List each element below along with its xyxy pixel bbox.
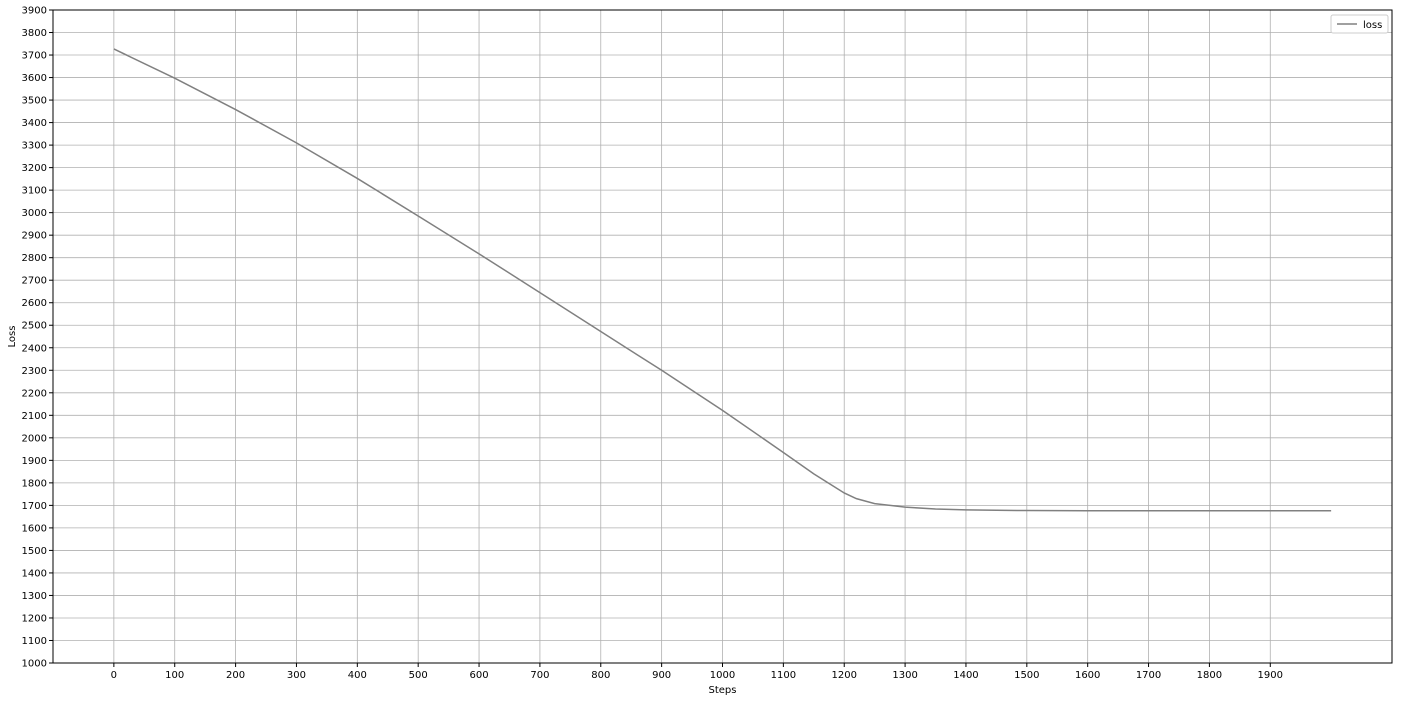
y-tick-label: 1900: [22, 456, 47, 467]
series-line-loss: [113, 48, 1332, 512]
y-ticks: 1000 1100 1200 1300 1400 1500 1600 1700 1800 1900…: [22, 6, 53, 670]
y-tick-label: 1500: [22, 546, 47, 557]
y-tick-label: 3700: [22, 51, 47, 62]
y-tick-label: 3100: [22, 186, 47, 197]
x-tick-label: 700: [530, 670, 549, 681]
x-tick-label: 1700: [1136, 670, 1161, 681]
y-tick-label: 2600: [22, 298, 47, 309]
x-tick-label: 1300: [892, 670, 917, 681]
legend-box: [1330, 14, 1389, 34]
y-tick-label: 2500: [22, 321, 47, 332]
y-tick-label: 1800: [22, 478, 47, 489]
y-tick-label: 3800: [22, 28, 47, 39]
y-tick-label: 3900: [22, 6, 47, 17]
y-tick-label: 1600: [22, 523, 47, 534]
series-group: [113, 48, 1332, 512]
y-tick-label: 1400: [22, 568, 47, 579]
x-tick-label: 900: [652, 670, 671, 681]
plot-frame: [52, 9, 1393, 664]
x-tick-label: 300: [287, 670, 306, 681]
y-tick-label: 1200: [22, 613, 47, 624]
x-tick-label: 1600: [1075, 670, 1100, 681]
y-tick-label: 1300: [22, 591, 47, 602]
x-tick-label: 1900: [1258, 670, 1283, 681]
y-tick-label: 2900: [22, 231, 47, 242]
x-tick-label: 1800: [1197, 670, 1222, 681]
y-tick-label: 3300: [22, 141, 47, 152]
x-tick-label: 800: [591, 670, 610, 681]
y-tick-label: 1000: [22, 659, 47, 670]
x-tick-label: 1200: [832, 670, 857, 681]
y-tick-label: 2100: [22, 411, 47, 422]
y-tick-label: 3500: [22, 96, 47, 107]
x-tick-label: 500: [409, 670, 428, 681]
y-axis-label: Loss: [7, 326, 18, 348]
x-tick-label: 1400: [953, 670, 978, 681]
legend-label-loss: loss: [1363, 20, 1382, 31]
y-tick-label: 2000: [22, 433, 47, 444]
x-tick-label: 100: [165, 670, 184, 681]
x-tick-label: 400: [348, 670, 367, 681]
y-tick-label: 3200: [22, 163, 47, 174]
y-tick-label: 2300: [22, 366, 47, 377]
y-tick-label: 2700: [22, 276, 47, 287]
x-tick-label: 1500: [1014, 670, 1039, 681]
y-tick-label: 2400: [22, 343, 47, 354]
y-tick-label: 2200: [22, 388, 47, 399]
x-tick-label: 1000: [710, 670, 735, 681]
y-tick-label: 3000: [22, 208, 47, 219]
x-tick-label: 200: [226, 670, 245, 681]
x-tick-label: 1100: [771, 670, 796, 681]
y-tick-label: 1700: [22, 501, 47, 512]
y-tick-label: 1100: [22, 636, 47, 647]
y-tick-label: 3400: [22, 118, 47, 129]
x-axis-label: Steps: [709, 685, 737, 696]
y-tick-label: 3600: [22, 73, 47, 84]
x-ticks: 0 100 200 300 400 500 600 700 800 900 1000 1100 1200…: [111, 663, 1283, 681]
legend: loss: [1330, 14, 1389, 34]
grid: [53, 9, 1392, 664]
y-tick-label: 2800: [22, 253, 47, 264]
x-tick-label: 600: [469, 670, 488, 681]
x-tick-label: 0: [111, 670, 117, 681]
